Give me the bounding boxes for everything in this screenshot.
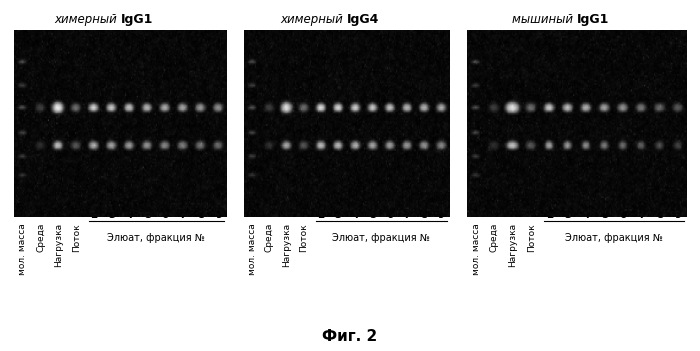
Text: 6: 6: [620, 210, 626, 220]
Text: 8: 8: [197, 210, 204, 220]
Text: 8: 8: [656, 210, 664, 220]
Text: IgG4: IgG4: [346, 13, 379, 26]
Text: 3: 3: [564, 210, 572, 220]
Text: Среда: Среда: [265, 223, 274, 252]
Text: 6: 6: [162, 210, 169, 220]
Text: 7: 7: [638, 210, 645, 220]
Text: мол. масса: мол. масса: [18, 223, 27, 274]
Text: 2: 2: [546, 210, 553, 220]
Text: Среда: Среда: [36, 223, 46, 252]
Text: Элюат, фракция №: Элюат, фракция №: [565, 233, 663, 243]
Text: мол. масса: мол. масса: [248, 223, 257, 274]
Text: 4: 4: [352, 210, 359, 220]
Text: 5: 5: [369, 210, 377, 220]
Text: 3: 3: [335, 210, 342, 220]
Text: Нагрузка: Нагрузка: [54, 223, 63, 267]
Text: 5: 5: [601, 210, 608, 220]
Text: 8: 8: [421, 210, 428, 220]
Text: IgG1: IgG1: [577, 13, 610, 26]
Text: 7: 7: [179, 210, 187, 220]
Text: Среда: Среда: [490, 223, 499, 252]
Text: Нагрузка: Нагрузка: [508, 223, 517, 267]
Text: 2: 2: [317, 210, 325, 220]
Text: 7: 7: [403, 210, 411, 220]
Text: мышиный: мышиный: [512, 13, 577, 26]
Text: 4: 4: [582, 210, 590, 220]
Text: IgG1: IgG1: [120, 13, 153, 26]
Text: мол. масса: мол. масса: [472, 223, 481, 274]
Text: химерный: химерный: [54, 13, 120, 26]
Text: 5: 5: [144, 210, 151, 220]
Text: 9: 9: [215, 210, 222, 220]
Text: Фиг. 2: Фиг. 2: [323, 329, 377, 344]
Text: 4: 4: [126, 210, 133, 220]
Text: 3: 3: [108, 210, 116, 220]
Text: 6: 6: [386, 210, 393, 220]
Text: Элюат, фракция №: Элюат, фракция №: [107, 233, 205, 243]
Text: Поток: Поток: [526, 223, 536, 252]
Text: Элюат, фракция №: Элюат, фракция №: [332, 233, 430, 243]
Text: Нагрузка: Нагрузка: [282, 223, 291, 267]
Text: химерный: химерный: [280, 13, 346, 26]
Text: 2: 2: [90, 210, 98, 220]
Text: 9: 9: [438, 210, 445, 220]
Text: Поток: Поток: [72, 223, 80, 252]
Text: 9: 9: [675, 210, 682, 220]
Text: Поток: Поток: [300, 223, 308, 252]
